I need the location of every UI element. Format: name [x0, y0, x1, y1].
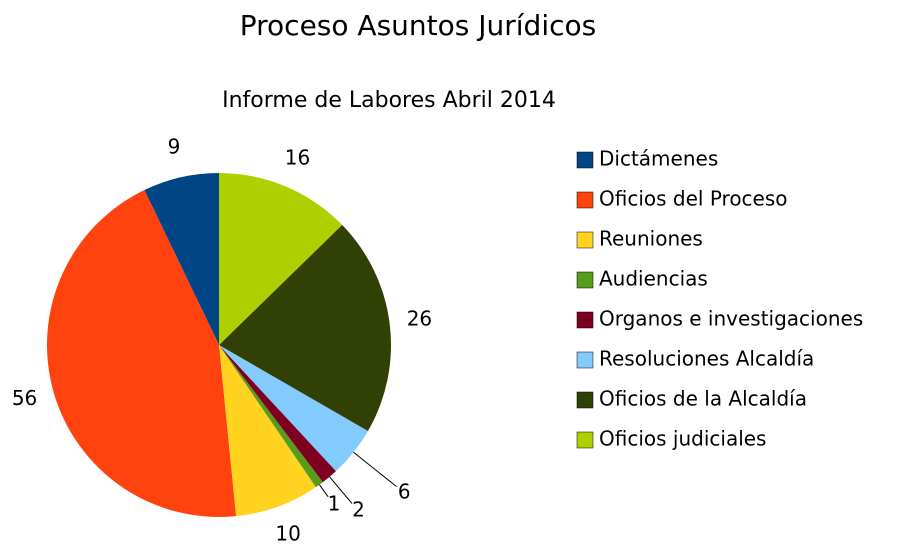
pie-slice [219, 345, 323, 488]
data-label: 6 [398, 479, 411, 503]
pie-slice [47, 190, 237, 517]
legend-label: Oficios del Proceso [599, 187, 788, 211]
legend-swatch [576, 431, 594, 449]
legend-swatch [576, 231, 594, 249]
chart-title: Proceso Asuntos Jurídicos [240, 9, 596, 42]
pie-slice [219, 345, 368, 472]
leader-line [318, 484, 329, 498]
legend-swatch [576, 391, 594, 409]
pie-slice [219, 345, 316, 517]
legend-swatch [576, 271, 594, 289]
legend-label: Reuniones [599, 227, 703, 251]
legend-label: Audiencias [599, 267, 708, 291]
legend-label: Organos e investigaciones [599, 307, 863, 331]
chart-subtitle: Informe de Labores Abril 2014 [222, 88, 556, 113]
leader-line [329, 476, 353, 504]
data-label: 9 [168, 135, 181, 159]
legend-label: Oficios de la Alcaldía [599, 387, 807, 411]
leader-line [353, 451, 397, 487]
pie-slice [144, 173, 219, 345]
pie-slice [219, 345, 336, 483]
legend-swatch [576, 351, 594, 369]
data-label: 2 [352, 498, 365, 522]
data-label: 26 [407, 306, 432, 330]
pie-slice [219, 224, 391, 431]
legend-swatch [576, 311, 594, 329]
data-label: 1 [328, 491, 341, 515]
legend-label: Dictámenes [599, 147, 718, 171]
pie-slice [219, 173, 343, 345]
legend-swatch [576, 151, 594, 169]
data-label: 56 [12, 386, 37, 410]
legend-label: Oficios judiciales [599, 427, 766, 451]
legend-swatch [576, 191, 594, 209]
legend-label: Resoluciones Alcaldía [599, 347, 814, 371]
data-label: 10 [275, 521, 300, 545]
data-label: 16 [285, 145, 310, 169]
